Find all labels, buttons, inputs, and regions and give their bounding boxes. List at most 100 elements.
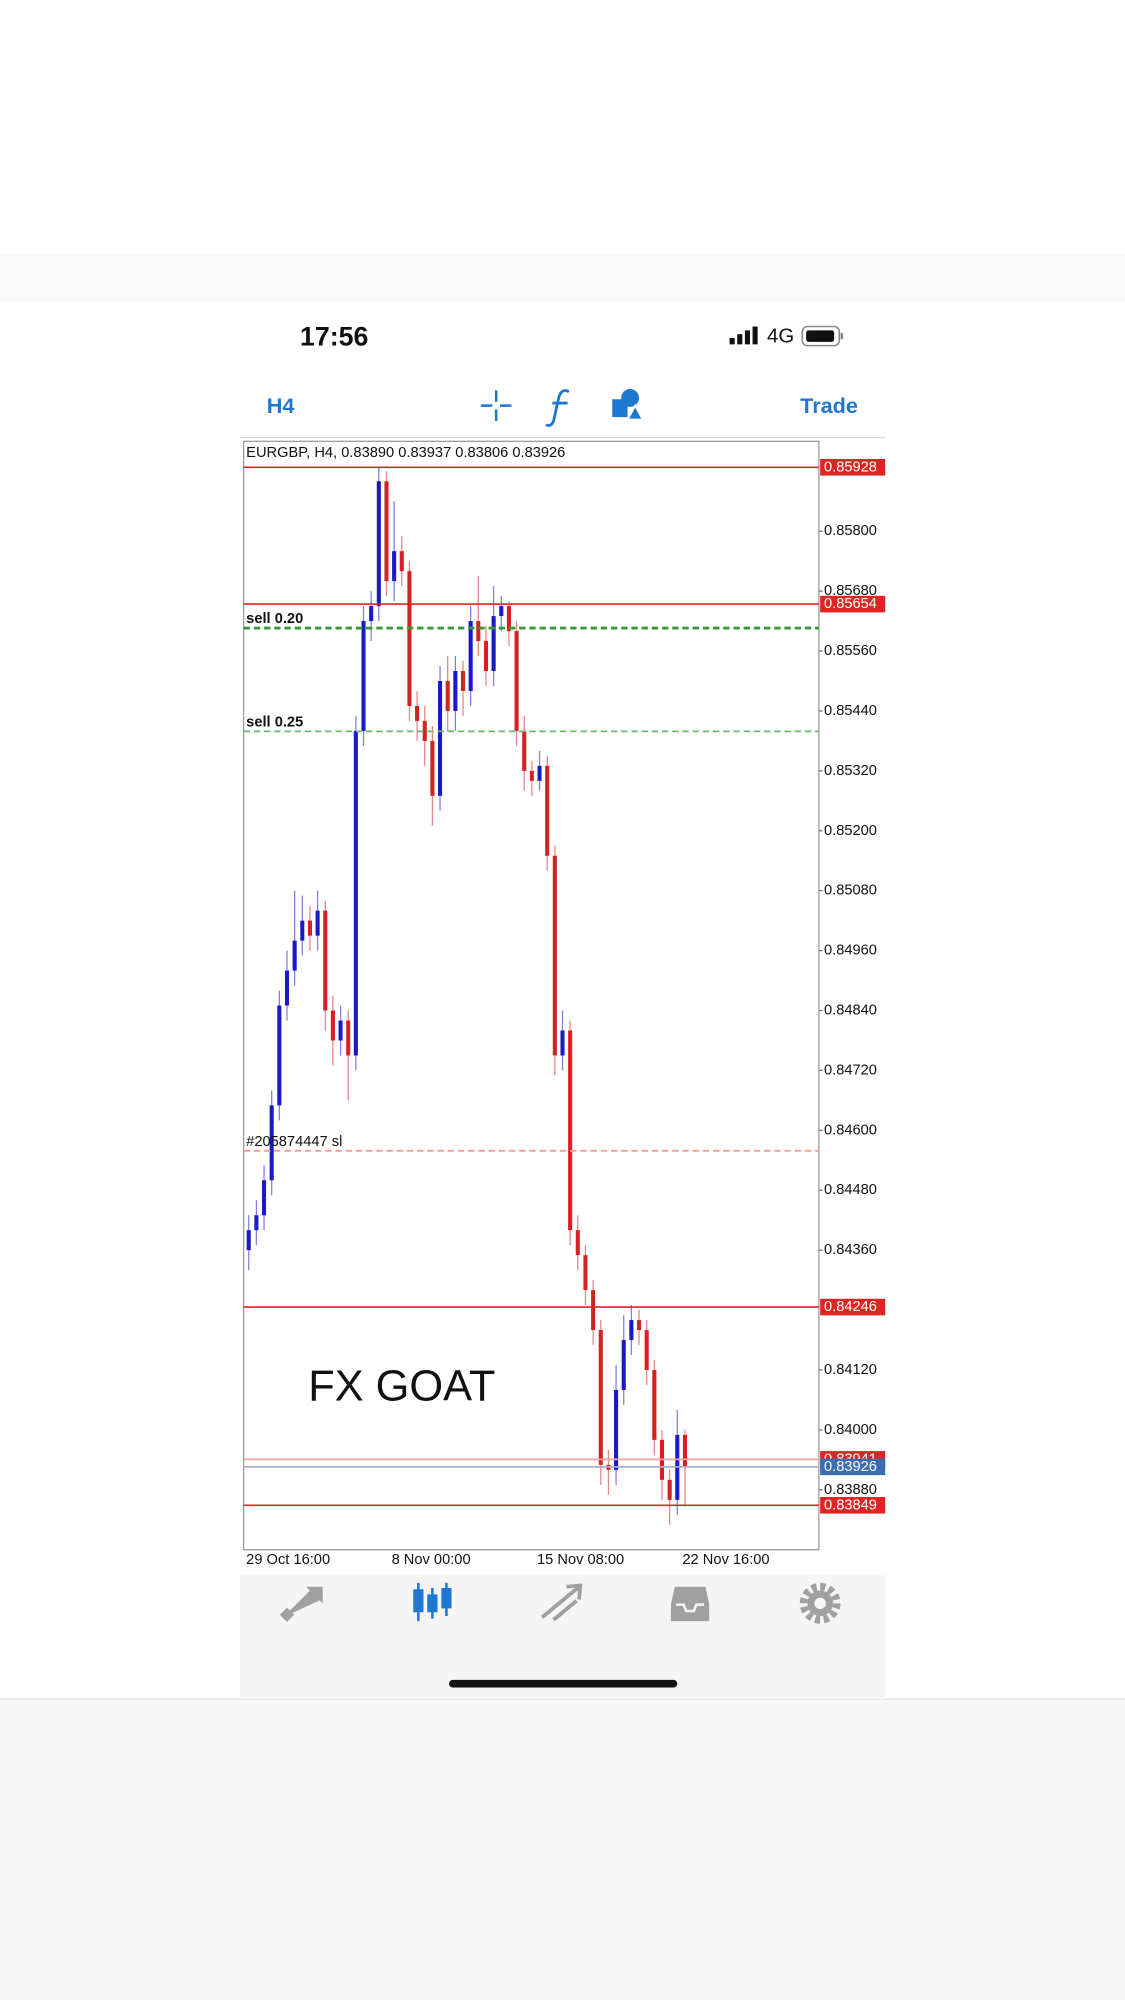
candle-body	[682, 1434, 687, 1467]
level-label: 0.83849	[824, 1497, 877, 1513]
timeframe-button[interactable]: H4	[267, 393, 295, 418]
status-network: 4G	[767, 326, 794, 348]
home-indicator	[448, 1679, 678, 1688]
top-band	[0, 255, 1125, 303]
candle-body	[376, 481, 381, 607]
level-label: 0.85654	[824, 596, 877, 612]
candle-body	[430, 740, 435, 796]
y-tick-label: 0.85080	[824, 883, 877, 899]
y-tick-label: 0.85560	[824, 643, 877, 659]
candle-body	[598, 1330, 603, 1465]
candle-body	[522, 730, 527, 771]
candle-body	[483, 641, 489, 671]
candle-body	[254, 1215, 259, 1231]
candle-body	[307, 920, 312, 936]
candle-body	[284, 970, 290, 1006]
quotes-icon	[279, 1586, 323, 1623]
y-tick-label: 0.85680	[824, 583, 877, 599]
crosshair-button[interactable]	[480, 390, 512, 421]
plot-frame	[242, 440, 820, 1551]
x-tick-label: 8 Nov 00:00	[392, 1552, 471, 1568]
candle-body	[545, 765, 550, 856]
candle-body	[269, 1105, 274, 1181]
candle-body	[445, 680, 450, 711]
y-tick-label: 0.83880	[824, 1482, 877, 1498]
chart: FX GOAT	[242, 440, 820, 1551]
candle-body	[560, 1030, 565, 1056]
trade-icon	[540, 1583, 583, 1622]
level-label-bg	[820, 1458, 886, 1476]
chart-icon	[413, 1582, 452, 1622]
candle-body	[537, 765, 542, 781]
candle-body	[338, 1020, 343, 1041]
y-tick-label: 0.85800	[824, 523, 877, 539]
y-tick-label: 0.84360	[824, 1242, 877, 1258]
candle-body	[568, 1030, 573, 1231]
y-tick-label: 0.85320	[824, 763, 877, 779]
x-tick-label: 15 Nov 08:00	[537, 1552, 624, 1568]
settings-icon	[799, 1582, 841, 1624]
candle-body	[591, 1290, 596, 1331]
candle-body	[369, 606, 374, 622]
level-label-bg	[820, 1497, 886, 1514]
candle-body	[529, 770, 534, 781]
x-tick-label: 29 Oct 16:00	[246, 1552, 330, 1568]
tab-bar	[239, 1575, 886, 1699]
candle-body	[323, 910, 328, 1011]
order-label: #205874447 sl	[246, 1134, 342, 1150]
indicators-button[interactable]	[545, 389, 570, 427]
y-tick-label: 0.84480	[824, 1182, 877, 1198]
candle-body	[407, 571, 412, 706]
candle-body	[361, 621, 366, 731]
candle-body	[392, 551, 397, 582]
level-label-bg	[820, 1298, 886, 1316]
candle-body	[422, 720, 427, 741]
candle-body	[552, 855, 557, 1056]
level-label-bg	[820, 458, 886, 476]
candle-body	[583, 1255, 588, 1291]
candle-body	[468, 621, 473, 691]
candle-body	[491, 616, 496, 671]
candle-body	[575, 1230, 580, 1256]
level-label: 0.83926	[824, 1459, 877, 1475]
level-label: 0.85928	[824, 459, 877, 475]
y-tick-label: 0.84720	[824, 1062, 877, 1078]
watermark: FX GOAT	[308, 1362, 495, 1410]
candle-body	[499, 606, 504, 617]
y-tick-label: 0.84840	[824, 1003, 877, 1019]
candle-body	[614, 1389, 619, 1470]
candle-body	[292, 940, 297, 971]
candle-body	[438, 680, 443, 796]
level-label-bg	[820, 595, 886, 613]
order-label: sell 0.25	[246, 714, 303, 730]
x-tick-label: 22 Nov 16:00	[682, 1552, 769, 1568]
candle-body	[277, 1005, 282, 1106]
y-tick-label: 0.85200	[824, 823, 877, 839]
candle-body	[353, 730, 358, 1056]
y-tick-label: 0.84120	[824, 1362, 877, 1378]
y-tick-label: 0.84960	[824, 943, 877, 959]
candle-body	[346, 1020, 351, 1056]
history-icon	[670, 1586, 710, 1622]
y-tick-label: 0.84600	[824, 1122, 877, 1138]
battery-icon	[801, 325, 844, 347]
candle-body	[476, 621, 481, 642]
trade-button[interactable]: Trade	[800, 393, 858, 418]
candle-body	[621, 1340, 626, 1390]
candle-body	[415, 705, 420, 721]
candle-body	[636, 1320, 642, 1331]
chart-title: EURGBP, H4, 0.83890 0.83937 0.83806 0.83…	[246, 445, 565, 461]
level-label: 0.84246	[824, 1299, 877, 1315]
signal-icon	[729, 326, 758, 345]
candle-body	[315, 910, 320, 936]
candle-body	[261, 1180, 267, 1216]
candle-body	[629, 1320, 634, 1341]
candle-body	[667, 1479, 672, 1500]
candle-body	[514, 631, 519, 731]
candle-body	[506, 606, 511, 632]
status-time: 17:56	[300, 322, 368, 352]
candle-body	[652, 1370, 657, 1440]
candle-body	[300, 920, 305, 941]
objects-button[interactable]	[612, 389, 645, 421]
